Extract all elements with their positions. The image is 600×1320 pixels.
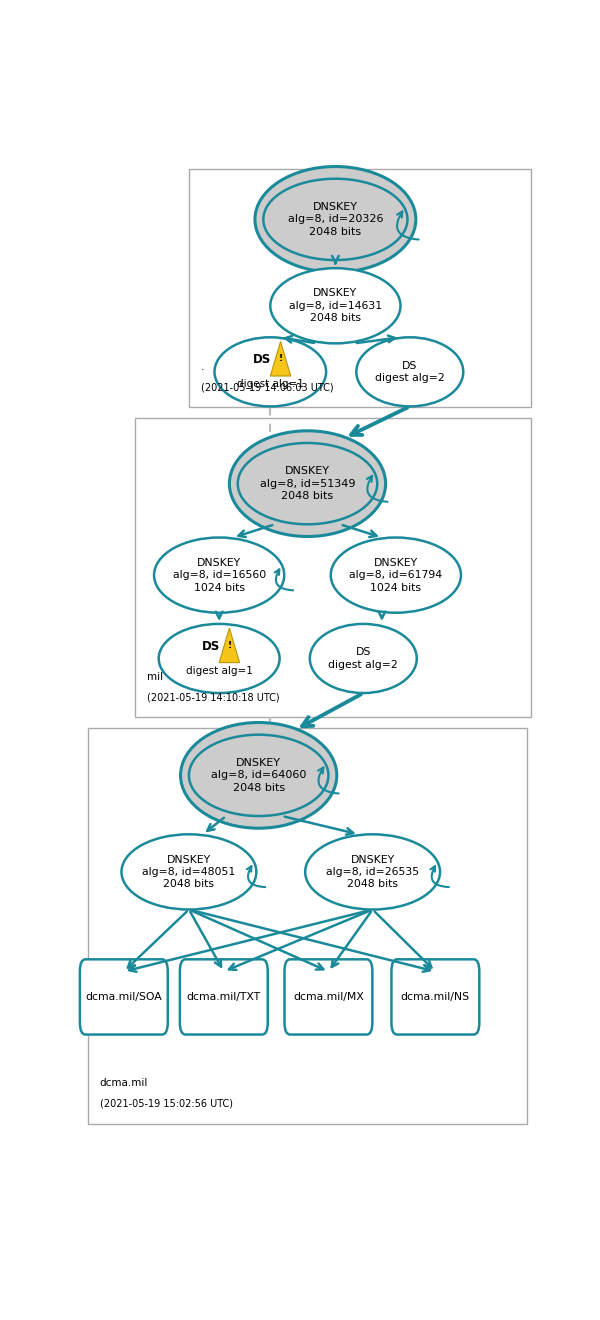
Text: DS
digest alg=2: DS digest alg=2 [328,647,398,669]
Text: (2021-05-19 14:10:18 UTC): (2021-05-19 14:10:18 UTC) [147,692,280,702]
Ellipse shape [181,722,337,828]
Text: .: . [200,362,204,372]
Bar [189,169,531,408]
Bar [136,417,531,718]
Text: digest alg=1: digest alg=1 [237,379,304,389]
Text: DNSKEY
alg=8, id=16560
1024 bits: DNSKEY alg=8, id=16560 1024 bits [173,558,266,593]
Ellipse shape [238,444,377,524]
Text: DS: DS [253,354,271,366]
Ellipse shape [189,735,328,816]
Bar [88,727,527,1125]
Text: mil: mil [147,672,163,682]
Text: dcma.mil/TXT: dcma.mil/TXT [187,991,261,1002]
Text: DS
digest alg=2: DS digest alg=2 [375,360,445,383]
FancyBboxPatch shape [180,960,268,1035]
Polygon shape [270,342,291,376]
Ellipse shape [331,537,461,612]
Text: DNSKEY
alg=8, id=48051
2048 bits: DNSKEY alg=8, id=48051 2048 bits [142,854,236,890]
Text: !: ! [278,354,283,363]
Text: DNSKEY
alg=8, id=51349
2048 bits: DNSKEY alg=8, id=51349 2048 bits [260,466,355,502]
Text: DNSKEY
alg=8, id=20326
2048 bits: DNSKEY alg=8, id=20326 2048 bits [287,202,383,236]
Ellipse shape [356,338,463,407]
Ellipse shape [263,178,407,260]
Text: DNSKEY
alg=8, id=61794
1024 bits: DNSKEY alg=8, id=61794 1024 bits [349,558,442,593]
Text: dcma.mil: dcma.mil [100,1078,148,1089]
Text: digest alg=1: digest alg=1 [186,665,253,676]
Text: (2021-05-19 15:02:56 UTC): (2021-05-19 15:02:56 UTC) [100,1098,233,1109]
Ellipse shape [310,624,417,693]
Ellipse shape [271,268,401,343]
Text: DNSKEY
alg=8, id=14631
2048 bits: DNSKEY alg=8, id=14631 2048 bits [289,288,382,323]
FancyBboxPatch shape [391,960,479,1035]
Text: DS: DS [202,640,220,653]
Text: !: ! [227,640,232,649]
Polygon shape [219,628,239,663]
Ellipse shape [122,834,256,909]
Ellipse shape [305,834,440,909]
FancyBboxPatch shape [284,960,373,1035]
Text: (2021-05-19 14:06:03 UTC): (2021-05-19 14:06:03 UTC) [200,383,333,392]
FancyBboxPatch shape [80,960,168,1035]
Ellipse shape [158,624,280,693]
Text: DNSKEY
alg=8, id=26535
2048 bits: DNSKEY alg=8, id=26535 2048 bits [326,854,419,890]
Ellipse shape [229,430,386,536]
Ellipse shape [255,166,416,272]
Ellipse shape [154,537,284,612]
Text: dcma.mil/MX: dcma.mil/MX [293,991,364,1002]
Ellipse shape [214,338,326,407]
Text: DNSKEY
alg=8, id=64060
2048 bits: DNSKEY alg=8, id=64060 2048 bits [211,758,307,793]
Text: dcma.mil/NS: dcma.mil/NS [401,991,470,1002]
Text: dcma.mil/SOA: dcma.mil/SOA [85,991,162,1002]
